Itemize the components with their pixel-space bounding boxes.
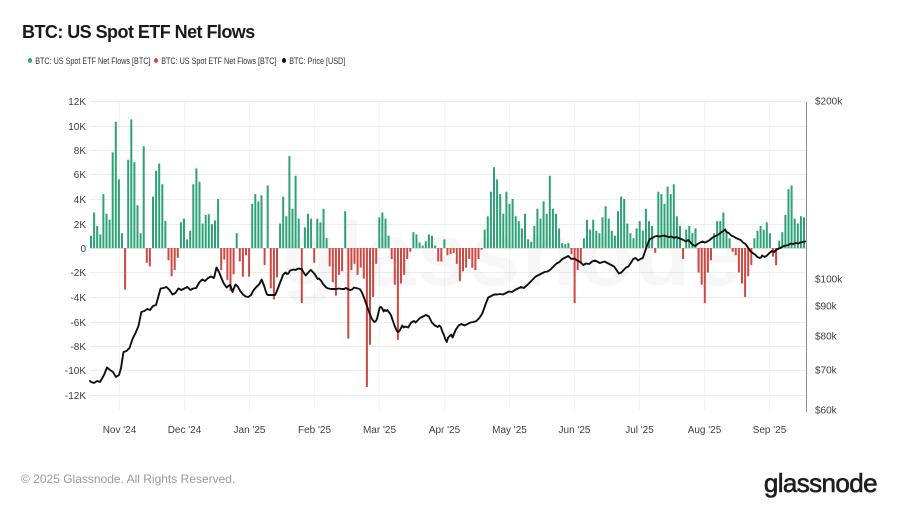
svg-text:-12K: -12K — [65, 391, 86, 402]
svg-text:May '25: May '25 — [492, 425, 527, 436]
svg-text:-8K: -8K — [70, 342, 86, 353]
svg-text:$90k: $90k — [815, 302, 838, 313]
svg-text:Sep '25: Sep '25 — [753, 425, 787, 436]
svg-text:$60k: $60k — [815, 406, 838, 417]
svg-text:Jan '25: Jan '25 — [234, 425, 266, 436]
svg-text:Nov '24: Nov '24 — [103, 425, 137, 436]
svg-text:Jun '25: Jun '25 — [559, 425, 591, 436]
svg-text:Dec '24: Dec '24 — [168, 425, 202, 436]
svg-text:Feb '25: Feb '25 — [298, 425, 331, 436]
svg-text:-6K: -6K — [70, 318, 86, 329]
svg-text:-10K: -10K — [65, 366, 86, 377]
svg-text:8K: 8K — [74, 146, 87, 157]
svg-text:12K: 12K — [68, 97, 86, 108]
svg-text:$100k: $100k — [815, 275, 843, 286]
svg-text:Jul '25: Jul '25 — [625, 425, 654, 436]
svg-text:2K: 2K — [74, 220, 87, 231]
svg-text:Apr '25: Apr '25 — [429, 425, 461, 436]
svg-text:-2K: -2K — [70, 268, 86, 279]
svg-text:4K: 4K — [74, 195, 87, 206]
svg-text:10K: 10K — [68, 122, 86, 133]
svg-text:$80k: $80k — [815, 332, 838, 343]
svg-text:$200k: $200k — [815, 97, 843, 108]
svg-text:$70k: $70k — [815, 366, 838, 377]
svg-text:-4K: -4K — [70, 293, 86, 304]
svg-text:6K: 6K — [74, 170, 87, 181]
svg-text:Aug '25: Aug '25 — [688, 425, 722, 436]
svg-text:0: 0 — [80, 244, 86, 255]
svg-text:Mar '25: Mar '25 — [363, 425, 396, 436]
